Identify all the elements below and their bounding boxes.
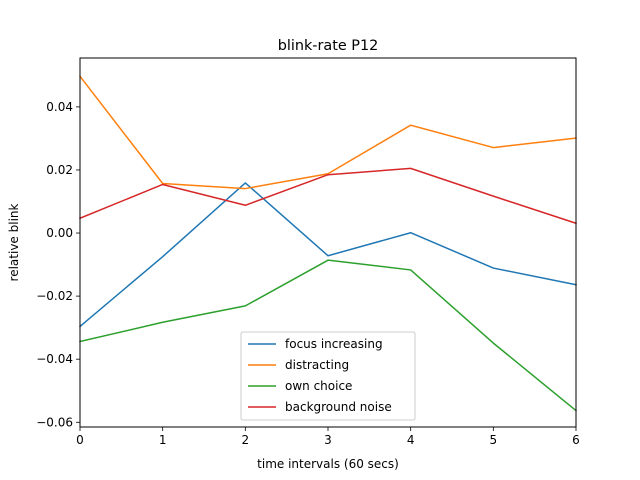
legend: focus increasing distracting own choice bac… [240, 331, 416, 421]
x-axis-label: time intervals (60 secs) [257, 457, 399, 471]
x-tick-label: 2 [242, 433, 250, 447]
y-tick-label: −0.02 [36, 289, 73, 303]
x-axis-ticks: 0 1 2 3 4 5 6 [76, 427, 580, 447]
series-line-distracting [78, 75, 577, 190]
y-axis-label: relative blink [7, 203, 21, 281]
chart-title: blink-rate P12 [278, 38, 379, 54]
y-tick-label: 0.04 [46, 100, 73, 114]
series-line-background-noise [79, 167, 577, 225]
y-axis-ticks: −0.06 −0.04 −0.02 0.00 0.02 0.04 [36, 100, 80, 429]
x-tick-label: 4 [407, 433, 415, 447]
series-line-own-choice [79, 259, 578, 412]
plot-series [78, 75, 578, 412]
x-tick-label: 1 [159, 433, 167, 447]
y-tick-label: −0.06 [36, 415, 73, 429]
legend-label: own choice [285, 379, 352, 393]
x-tick-label: 5 [490, 433, 498, 447]
y-tick-label: 0.00 [46, 226, 73, 240]
legend-box [240, 331, 416, 421]
x-tick-label: 3 [324, 433, 332, 447]
y-tick-label: 0.02 [46, 163, 73, 177]
series-line-focus-increasing [78, 182, 577, 328]
legend-label: focus increasing [285, 337, 383, 351]
x-tick-label: 0 [76, 433, 84, 447]
x-tick-label: 6 [572, 433, 580, 447]
legend-label: distracting [285, 358, 349, 372]
legend-label: background noise [285, 400, 392, 414]
y-tick-label: −0.04 [36, 352, 73, 366]
